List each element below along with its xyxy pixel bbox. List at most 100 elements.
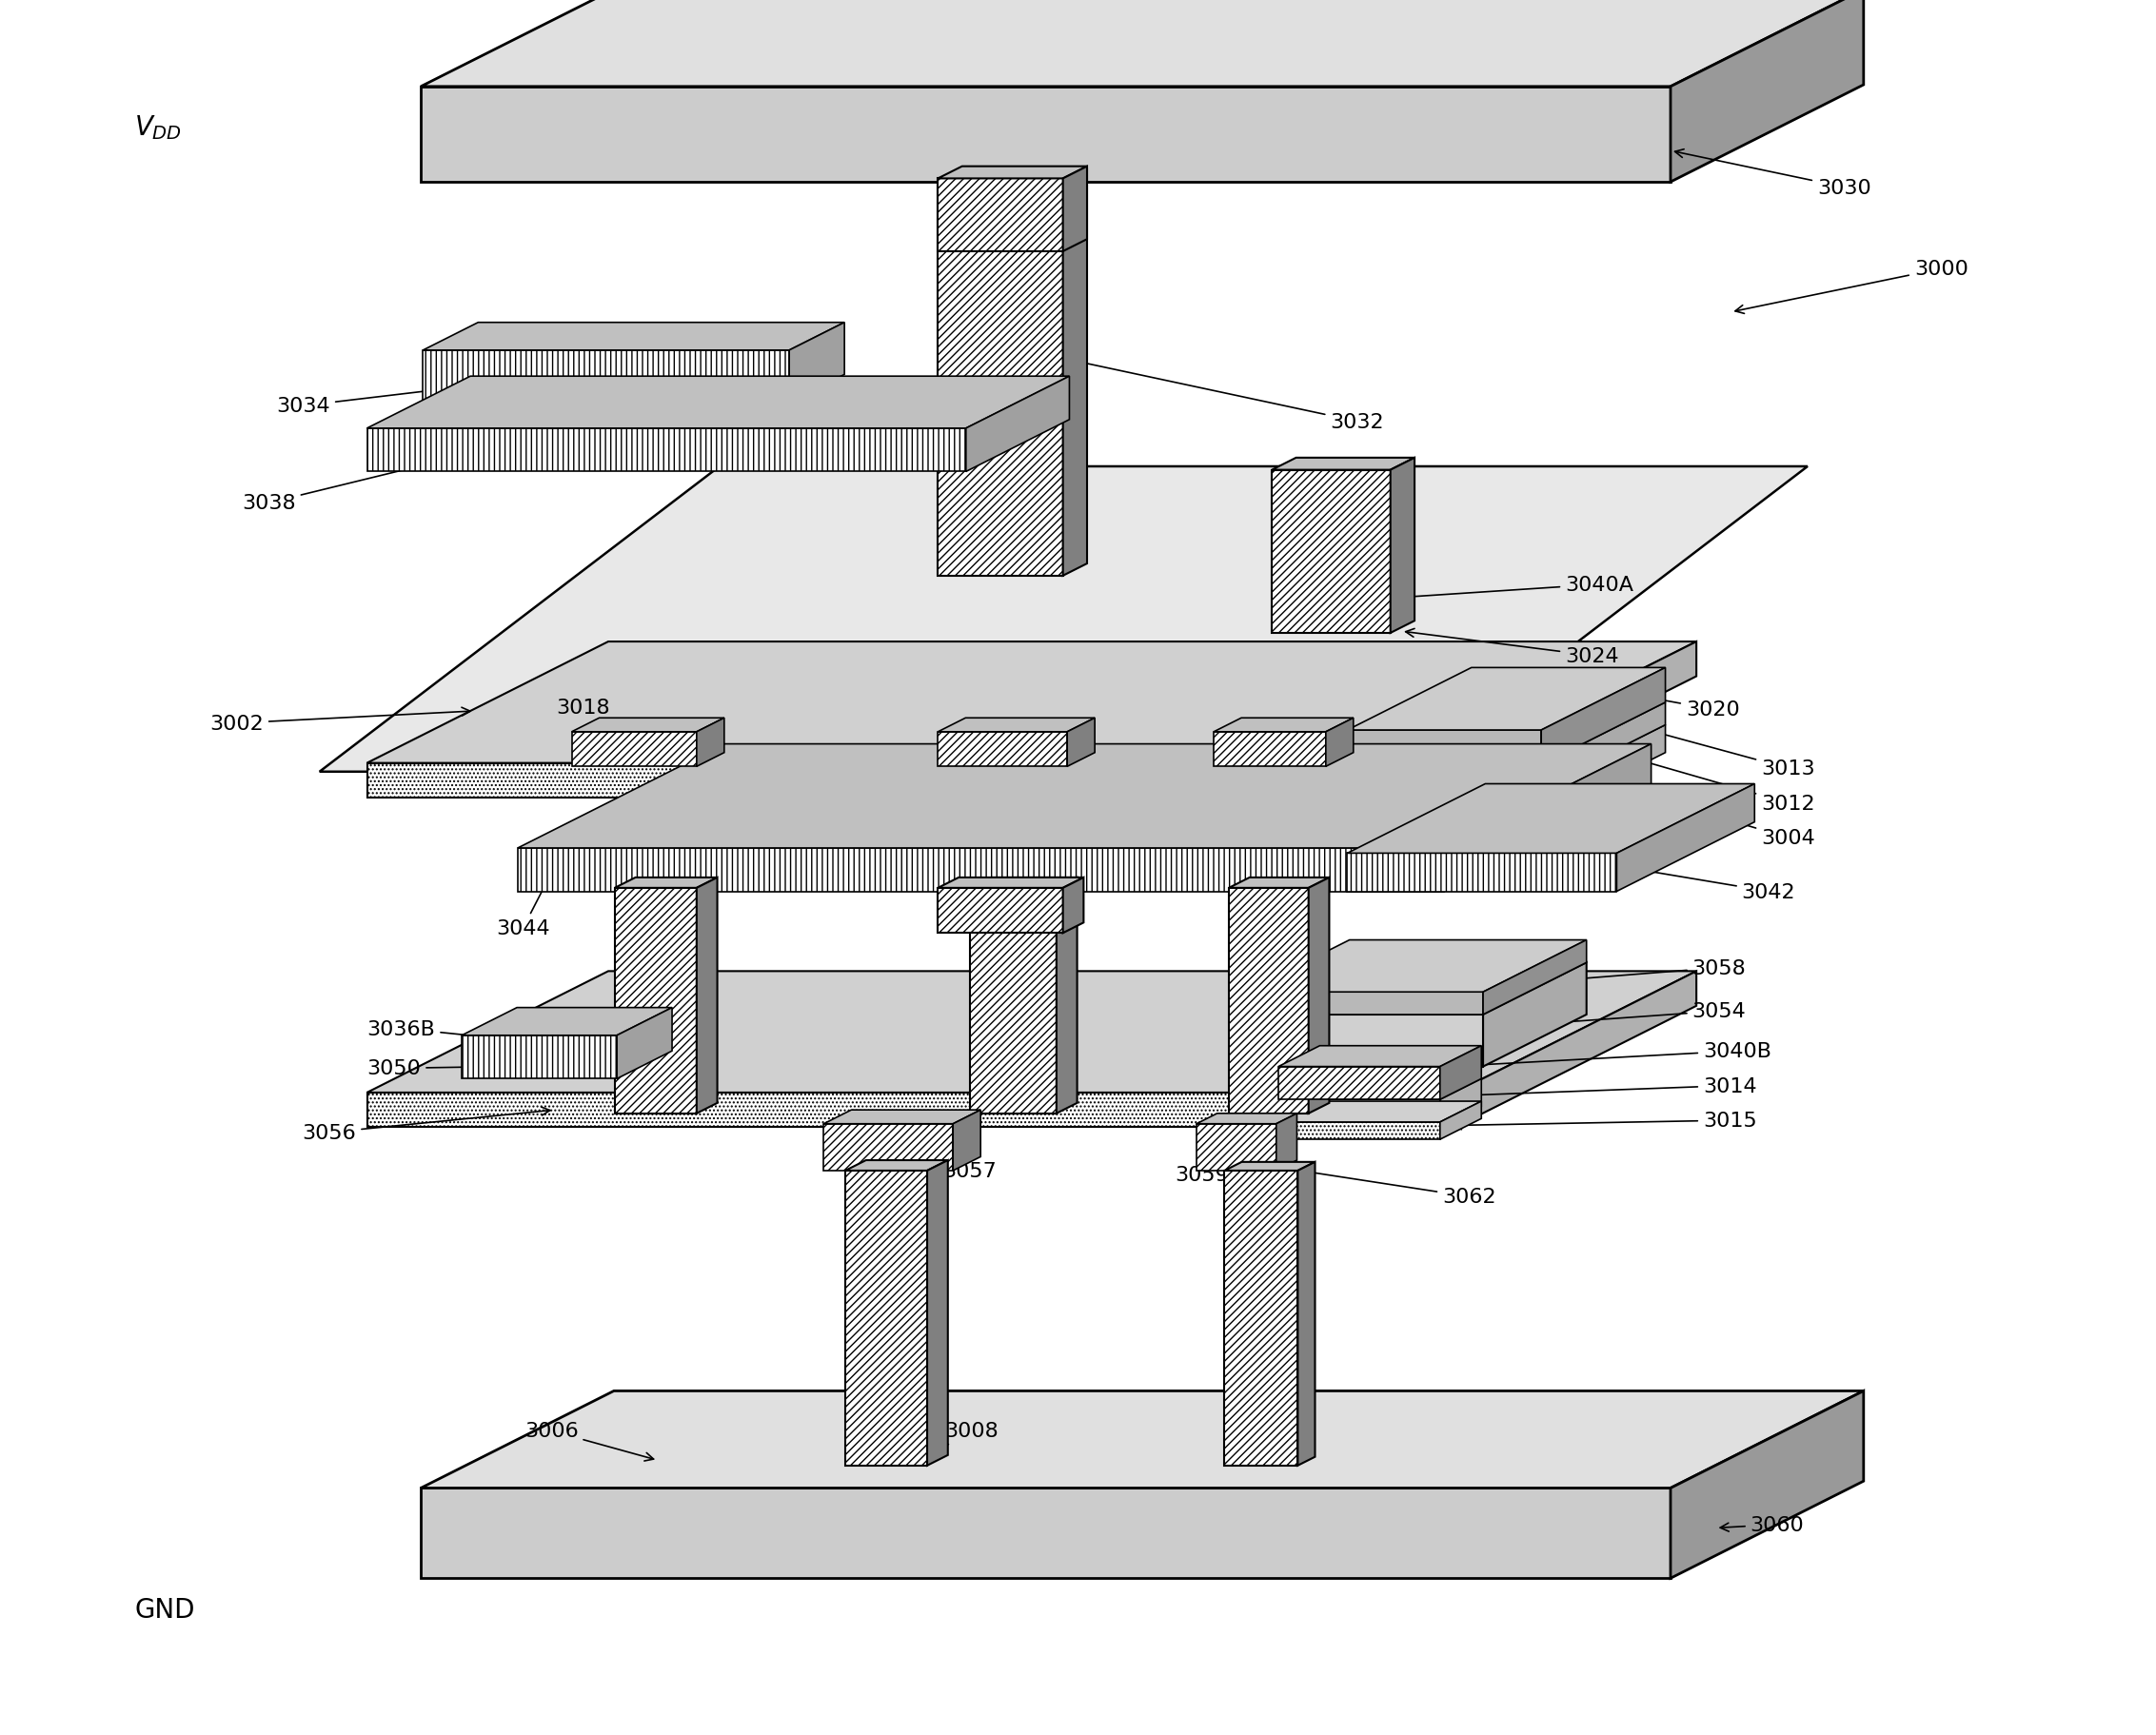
Polygon shape [1348,784,1755,854]
Polygon shape [953,1110,981,1171]
Polygon shape [927,1161,949,1466]
Polygon shape [1197,1124,1276,1171]
Polygon shape [938,888,1063,933]
Text: 3034: 3034 [276,368,606,416]
Text: 3022: 3022 [517,847,627,874]
Polygon shape [1279,1100,1440,1128]
Polygon shape [1246,940,1587,992]
Text: 3015: 3015 [1453,1110,1757,1129]
Text: 3056: 3056 [302,1107,550,1142]
Text: 3036A: 3036A [787,437,856,472]
Polygon shape [938,878,1084,888]
Polygon shape [1279,1123,1440,1140]
Polygon shape [1348,730,1542,765]
Polygon shape [423,323,845,350]
Polygon shape [1542,725,1664,815]
Text: 3046: 3046 [1427,833,1643,862]
Text: 3004: 3004 [1570,772,1815,847]
Polygon shape [1229,878,1330,888]
Polygon shape [367,763,1455,798]
Polygon shape [1272,458,1414,470]
Polygon shape [755,387,858,397]
Polygon shape [1671,1391,1863,1579]
Text: 3038: 3038 [241,448,492,514]
Polygon shape [1542,703,1664,788]
Polygon shape [614,878,718,888]
Text: 3024: 3024 [1406,630,1619,666]
Polygon shape [1056,878,1078,1114]
Text: 3044: 3044 [496,871,552,937]
Polygon shape [1067,718,1095,767]
Text: 3050: 3050 [367,1058,498,1077]
Polygon shape [517,744,1651,848]
Polygon shape [1276,1114,1298,1171]
Polygon shape [845,1171,927,1466]
Polygon shape [319,467,1807,772]
Polygon shape [571,732,696,767]
Polygon shape [966,376,1069,472]
Polygon shape [1214,732,1326,767]
Polygon shape [423,350,789,403]
Text: 3052: 3052 [856,1201,910,1263]
Polygon shape [517,848,1445,892]
Text: 3060: 3060 [1720,1515,1805,1534]
Text: $V_{DD}$: $V_{DD}$ [134,113,181,141]
Polygon shape [1455,642,1697,798]
Polygon shape [367,429,966,472]
Polygon shape [1063,878,1084,933]
Polygon shape [755,397,837,455]
Polygon shape [1272,470,1391,633]
Polygon shape [696,718,724,767]
Polygon shape [367,972,1697,1093]
Polygon shape [1246,963,1587,1015]
Polygon shape [938,167,1087,179]
Text: 3025: 3025 [1259,854,1330,878]
Polygon shape [1246,992,1483,1015]
Polygon shape [1617,784,1755,892]
Polygon shape [1279,1046,1481,1067]
Text: 3006: 3006 [524,1421,653,1461]
Polygon shape [1214,718,1354,732]
Text: 3040B: 3040B [1453,1041,1772,1070]
Polygon shape [938,170,1087,182]
Text: 3057: 3057 [901,1145,996,1180]
Polygon shape [837,387,858,455]
Polygon shape [824,1110,981,1124]
Polygon shape [845,1161,949,1171]
Polygon shape [1348,703,1664,765]
Polygon shape [1440,1102,1481,1140]
Text: 3008: 3008 [931,1421,998,1454]
Polygon shape [1348,765,1542,788]
Polygon shape [824,1124,953,1171]
Text: 3023: 3023 [981,855,1035,878]
Polygon shape [1246,1015,1483,1067]
Polygon shape [1483,940,1587,1015]
Polygon shape [1298,1162,1315,1466]
Polygon shape [617,1008,673,1079]
Polygon shape [1445,744,1651,892]
Polygon shape [1279,1067,1440,1100]
Text: 3020: 3020 [1565,680,1740,720]
Polygon shape [614,888,696,1114]
Polygon shape [1348,854,1617,892]
Polygon shape [1391,458,1414,633]
Polygon shape [461,1008,673,1036]
Polygon shape [1455,972,1697,1128]
Polygon shape [1229,888,1309,1114]
Polygon shape [461,1036,617,1079]
Polygon shape [938,179,1063,252]
Polygon shape [1440,1079,1481,1128]
Polygon shape [1348,668,1664,730]
Text: 3058: 3058 [1505,958,1746,989]
Polygon shape [938,718,1095,732]
Text: 3030: 3030 [1675,149,1871,198]
Polygon shape [1309,878,1330,1114]
Text: 3016: 3016 [1285,593,1373,626]
Polygon shape [420,87,1671,182]
Text: 3032: 3032 [1069,357,1384,432]
Polygon shape [571,718,724,732]
Polygon shape [1063,167,1087,252]
Polygon shape [696,878,718,1114]
Polygon shape [789,323,845,403]
Polygon shape [1542,668,1664,765]
